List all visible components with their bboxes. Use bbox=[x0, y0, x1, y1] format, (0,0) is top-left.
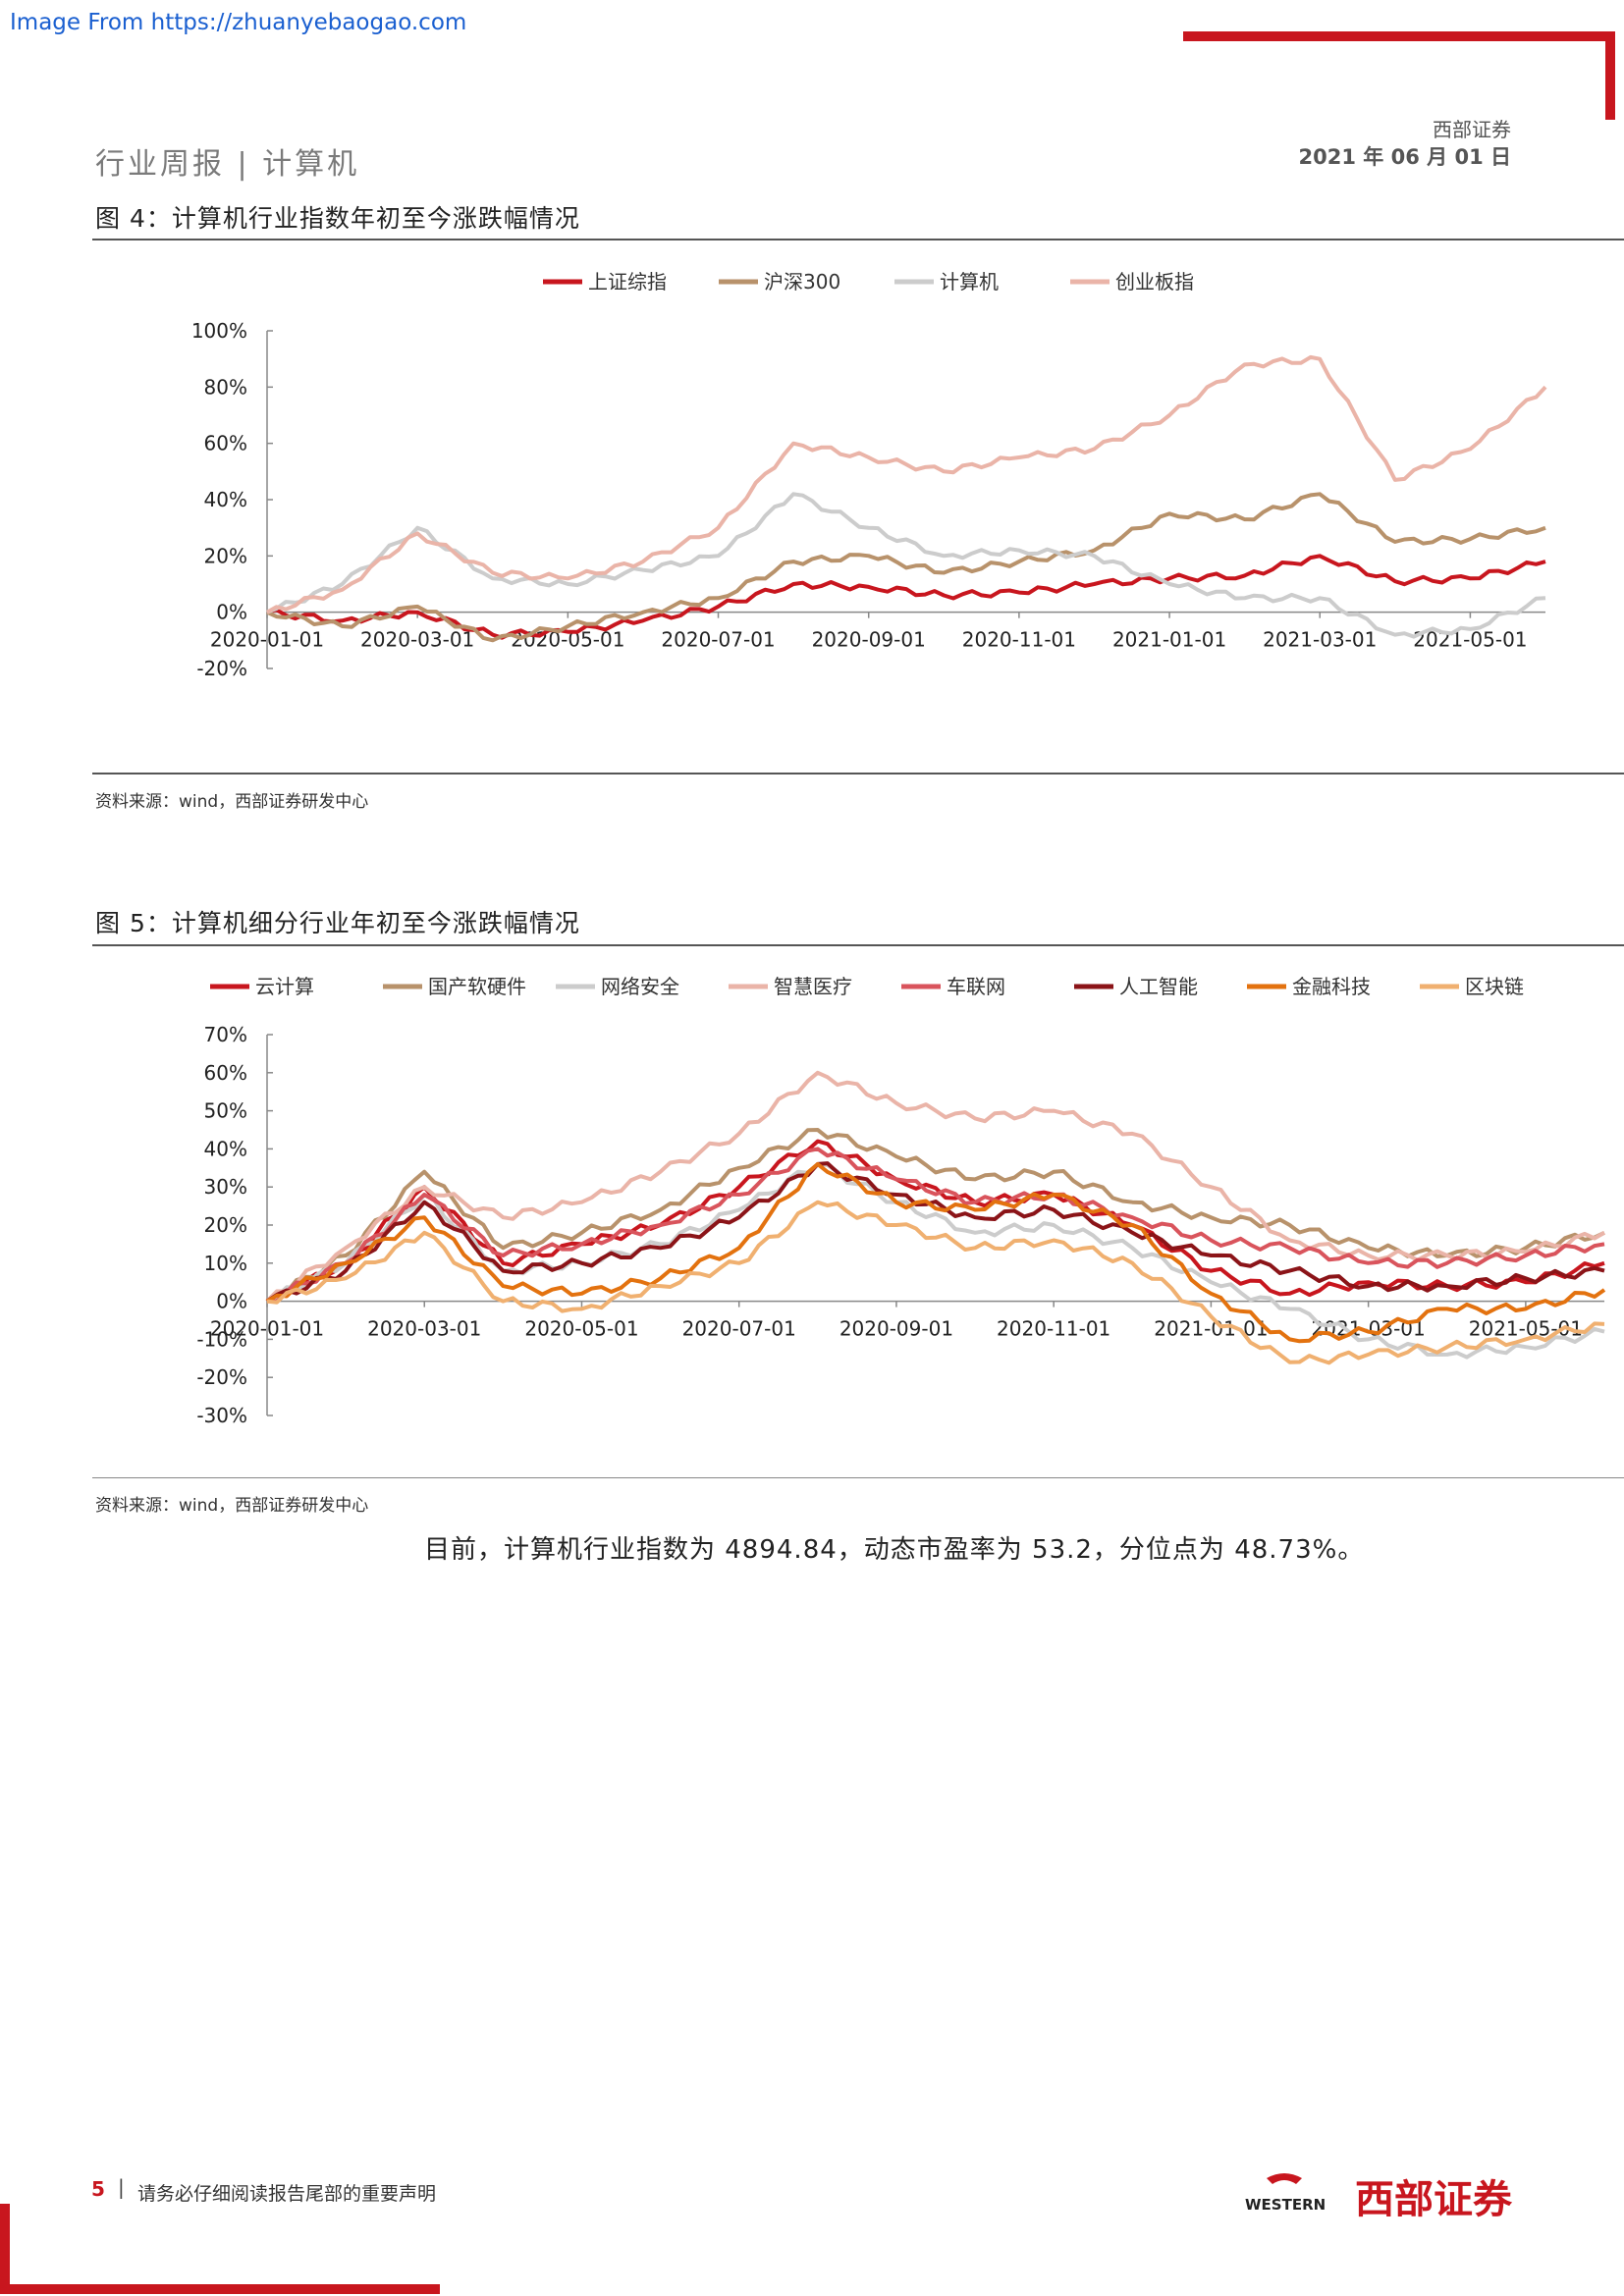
legend-label-8: 区块链 bbox=[1465, 975, 1524, 998]
bottom-accent-bar bbox=[0, 2284, 440, 2294]
figure5-bottom-rule bbox=[92, 1477, 1624, 1478]
legend-label-3: 计算机 bbox=[940, 270, 999, 294]
bottom-accent-bar-vertical bbox=[0, 2204, 10, 2294]
y-tick-label: 20% bbox=[204, 1213, 247, 1237]
x-tick-label: 2020-09-01 bbox=[839, 1317, 953, 1341]
series-line-1 bbox=[265, 1139, 1605, 1304]
legend-label-3: 网络安全 bbox=[601, 975, 679, 998]
y-tick-label: -10% bbox=[196, 1327, 247, 1351]
western-securities-logo: WESTERN bbox=[1245, 2173, 1326, 2214]
y-tick-label: 0% bbox=[216, 1290, 247, 1313]
x-tick-label: 2020-03-01 bbox=[367, 1317, 481, 1341]
y-tick-label: 0% bbox=[216, 601, 247, 624]
x-tick-label: 2020-11-01 bbox=[997, 1317, 1110, 1341]
x-tick-label: 2020-07-01 bbox=[661, 628, 775, 652]
figure4-title: 图 4：计算机行业指数年初至今涨跌幅情况 bbox=[95, 204, 580, 233]
legend-label-2: 国产软硬件 bbox=[428, 975, 526, 998]
series-line-2 bbox=[266, 492, 1546, 643]
y-tick-label: -30% bbox=[196, 1404, 247, 1427]
series-line-1 bbox=[266, 554, 1546, 640]
footer-disclaimer: 请务必仔细阅读报告尾部的重要声明 bbox=[137, 2183, 437, 2205]
y-tick-label: 70% bbox=[204, 1023, 247, 1046]
legend-label-1: 云计算 bbox=[255, 975, 314, 998]
series-line-3 bbox=[266, 492, 1546, 639]
x-tick-label: 2020-01-01 bbox=[210, 628, 324, 652]
legend-label-5: 车联网 bbox=[947, 975, 1005, 998]
y-tick-label: 100% bbox=[191, 319, 247, 343]
series-line-4 bbox=[265, 1070, 1605, 1304]
footer-separator: | bbox=[118, 2175, 125, 2199]
series-line-5 bbox=[266, 1147, 1605, 1304]
x-tick-label: 2021-05-01 bbox=[1413, 628, 1527, 652]
y-tick-label: 10% bbox=[204, 1252, 247, 1275]
top-accent-bar bbox=[1183, 31, 1615, 41]
header-company-name: 西部证券 bbox=[1433, 118, 1511, 141]
figure4-top-rule bbox=[92, 239, 1624, 240]
figure5-title: 图 5：计算机细分行业年初至今涨跌幅情况 bbox=[95, 909, 580, 937]
y-tick-label: -20% bbox=[196, 657, 247, 680]
series-line-2 bbox=[266, 1128, 1605, 1304]
x-tick-label: 2020-01-01 bbox=[210, 1317, 324, 1341]
watermark-text[interactable]: Image From https://zhuanyebaogao.com bbox=[10, 10, 467, 35]
report-header-title: 行业周报 | 计算机 bbox=[95, 147, 360, 182]
y-tick-label: 60% bbox=[204, 1061, 247, 1085]
figure5-source: 资料来源：wind，西部证券研发中心 bbox=[95, 1496, 369, 1516]
logo-chinese-text: 西部证券 bbox=[1355, 2176, 1512, 2222]
x-tick-label: 2020-07-01 bbox=[682, 1317, 796, 1341]
x-tick-label: 2020-05-01 bbox=[524, 1317, 638, 1341]
x-tick-label: 2021-03-01 bbox=[1263, 628, 1377, 652]
figure5-top-rule bbox=[92, 944, 1624, 946]
figure5-line-chart: 云计算 国产软硬件 网络安全 智慧医疗 车联网 人工智能 金融科技 区块链 70% 60% 50% 4… bbox=[196, 975, 1606, 1427]
logo-horns-icon bbox=[1267, 2173, 1302, 2184]
figure4-source: 资料来源：wind，西部证券研发中心 bbox=[95, 792, 369, 812]
y-tick-label: 40% bbox=[204, 488, 247, 511]
legend-label-4: 创业板指 bbox=[1115, 270, 1194, 294]
y-tick-label: 50% bbox=[204, 1099, 247, 1123]
legend-label-7: 金融科技 bbox=[1292, 975, 1371, 998]
logo-english-text: WESTERN bbox=[1245, 2196, 1326, 2214]
x-tick-label: 2020-09-01 bbox=[812, 628, 926, 652]
x-tick-label: 2021-01-01 bbox=[1112, 628, 1226, 652]
legend-label-1: 上证综指 bbox=[588, 270, 667, 294]
x-tick-label: 2021-01-01 bbox=[1154, 1317, 1268, 1341]
x-tick-label: 2020-03-01 bbox=[360, 628, 474, 652]
figure4-line-chart: 上证综指 沪深300 计算机 创业板指 100% 80% 60% 40% 20% 0% -20% 20… bbox=[191, 270, 1547, 680]
y-tick-label: 40% bbox=[204, 1137, 247, 1160]
series-line-6 bbox=[265, 1161, 1605, 1304]
y-tick-label: 80% bbox=[204, 375, 247, 399]
y-tick-label: 20% bbox=[204, 544, 247, 567]
y-tick-label: 60% bbox=[204, 432, 247, 455]
y-tick-label: -20% bbox=[196, 1365, 247, 1389]
summary-paragraph: 目前，计算机行业指数为 4894.84，动态市盈率为 53.2，分位点为 48.… bbox=[424, 1535, 1365, 1565]
legend-label-2: 沪深300 bbox=[764, 270, 840, 294]
series-line-7 bbox=[265, 1161, 1606, 1344]
series-line-8 bbox=[266, 1200, 1605, 1365]
x-tick-label: 2020-11-01 bbox=[962, 628, 1076, 652]
figure4-bottom-rule bbox=[92, 773, 1624, 774]
top-accent-bar-vertical bbox=[1605, 31, 1615, 120]
y-tick-label: 30% bbox=[204, 1175, 247, 1199]
series-line-4 bbox=[266, 354, 1547, 614]
header-date: 2021 年 06 月 01 日 bbox=[1298, 145, 1511, 169]
page-number: 5 bbox=[91, 2177, 105, 2201]
legend-label-6: 人工智能 bbox=[1119, 975, 1198, 998]
legend-label-4: 智慧医疗 bbox=[774, 975, 852, 998]
